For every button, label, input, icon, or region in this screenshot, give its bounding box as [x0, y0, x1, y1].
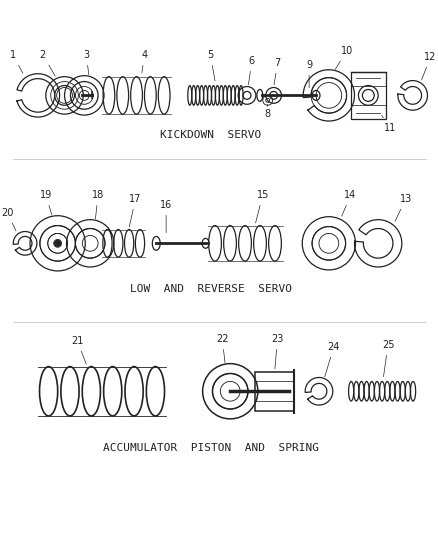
Text: 17: 17: [129, 194, 142, 227]
Text: 3: 3: [83, 50, 89, 75]
Text: 8: 8: [265, 104, 271, 119]
Text: 20: 20: [1, 208, 16, 231]
Text: 22: 22: [216, 334, 229, 363]
Text: 13: 13: [395, 194, 412, 221]
Text: 23: 23: [272, 334, 284, 369]
Circle shape: [55, 240, 60, 246]
Text: 1: 1: [10, 50, 23, 73]
Text: LOW  AND  REVERSE  SERVO: LOW AND REVERSE SERVO: [130, 284, 292, 294]
Text: KICKDOWN  SERVO: KICKDOWN SERVO: [160, 130, 261, 140]
Text: 2: 2: [40, 50, 55, 76]
Text: 24: 24: [325, 342, 340, 377]
Text: 15: 15: [256, 190, 269, 223]
Text: 16: 16: [160, 200, 172, 233]
Text: 10: 10: [335, 46, 353, 69]
Text: 25: 25: [382, 340, 394, 377]
Text: 6: 6: [248, 56, 255, 85]
Text: 11: 11: [381, 116, 396, 133]
Bar: [255, 372, 294, 411]
Text: 9: 9: [306, 60, 312, 87]
Text: 5: 5: [207, 50, 215, 81]
Bar: [350, 72, 386, 119]
Text: 18: 18: [92, 190, 104, 219]
Text: 19: 19: [40, 190, 52, 215]
Text: 12: 12: [421, 52, 437, 80]
Text: 14: 14: [342, 190, 357, 216]
Text: 4: 4: [141, 50, 148, 73]
Text: 7: 7: [274, 58, 281, 85]
Text: ACCUMULATOR  PISTON  AND  SPRING: ACCUMULATOR PISTON AND SPRING: [102, 443, 318, 454]
Text: 21: 21: [71, 336, 86, 364]
